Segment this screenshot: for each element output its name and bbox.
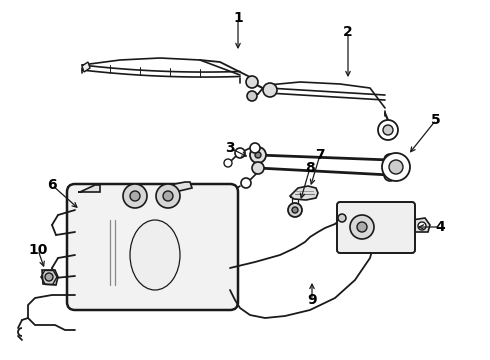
Circle shape (45, 273, 53, 281)
Circle shape (382, 153, 410, 181)
Polygon shape (170, 182, 192, 192)
Circle shape (263, 83, 277, 97)
Text: 1: 1 (233, 11, 243, 25)
Circle shape (123, 184, 147, 208)
Circle shape (389, 160, 403, 174)
FancyBboxPatch shape (337, 202, 415, 253)
FancyBboxPatch shape (67, 184, 238, 310)
Text: 5: 5 (431, 113, 441, 127)
Text: 2: 2 (343, 25, 353, 39)
Circle shape (418, 222, 426, 230)
Circle shape (384, 154, 396, 166)
Polygon shape (82, 62, 90, 72)
Text: 6: 6 (47, 178, 57, 192)
Circle shape (241, 178, 251, 188)
Circle shape (224, 159, 232, 167)
Circle shape (250, 143, 260, 153)
Circle shape (163, 191, 173, 201)
Circle shape (292, 207, 298, 213)
Text: 4: 4 (435, 220, 445, 234)
Circle shape (247, 91, 257, 101)
Circle shape (378, 120, 398, 140)
Circle shape (350, 215, 374, 239)
Circle shape (250, 147, 266, 163)
Circle shape (252, 162, 264, 174)
Text: 10: 10 (28, 243, 48, 257)
Text: 3: 3 (225, 141, 235, 155)
Polygon shape (42, 270, 58, 285)
Circle shape (255, 152, 261, 158)
Circle shape (156, 184, 180, 208)
Circle shape (235, 148, 245, 158)
Polygon shape (78, 185, 100, 192)
Circle shape (246, 76, 258, 88)
Ellipse shape (130, 220, 180, 290)
Circle shape (288, 203, 302, 217)
Circle shape (384, 169, 396, 181)
Polygon shape (412, 218, 430, 232)
Circle shape (130, 191, 140, 201)
Circle shape (357, 222, 367, 232)
Text: 7: 7 (315, 148, 325, 162)
Circle shape (338, 214, 346, 222)
Circle shape (383, 125, 393, 135)
Text: 9: 9 (307, 293, 317, 307)
Text: 8: 8 (305, 161, 315, 175)
Polygon shape (290, 186, 318, 200)
